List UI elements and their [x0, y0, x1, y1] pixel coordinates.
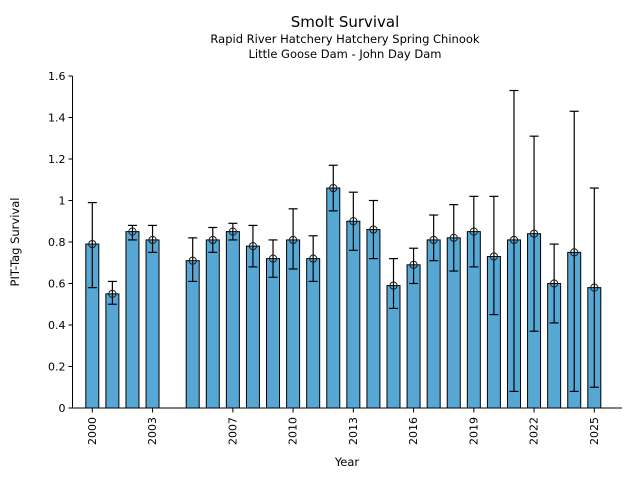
- y-tick-label: 0: [59, 402, 66, 415]
- y-tick-label: 0.8: [48, 236, 66, 249]
- marker-2003: [148, 235, 157, 245]
- chart-subtitle-line1: Rapid River Hatchery Hatchery Spring Chi…: [210, 32, 479, 46]
- marker-2020: [489, 252, 498, 261]
- marker-2014: [369, 225, 378, 234]
- marker-2018: [449, 233, 458, 242]
- marker-2007: [228, 227, 237, 236]
- marker-2015: [389, 281, 398, 290]
- x-tick-label: 2003: [146, 417, 159, 445]
- chart-title: Smolt Survival: [291, 13, 400, 31]
- y-tick-label: 1.6: [48, 70, 66, 83]
- y-tick-label: 0.6: [48, 277, 66, 290]
- y-tick-label: 0.2: [48, 360, 66, 373]
- x-tick-label: 2019: [467, 417, 480, 445]
- marker-2010: [289, 235, 298, 245]
- plot-marks: [85, 89, 602, 409]
- bar-2005: [185, 260, 200, 409]
- marker-2022: [529, 229, 539, 238]
- x-tick-label: 2025: [588, 417, 601, 445]
- marker-2005: [188, 256, 197, 265]
- x-tick-label: 2013: [347, 417, 360, 445]
- marker-2024: [570, 248, 579, 257]
- marker-2016: [409, 260, 418, 269]
- bar-2006: [205, 239, 220, 409]
- bar-2016: [406, 264, 421, 409]
- marker-2002: [128, 227, 137, 236]
- axes: 0 0.2 0.4 0.6 0.8 1 1.2 1.4 1.6 2000 2003 2007 2010 2…: [48, 70, 622, 445]
- y-tick-label: 1.2: [48, 153, 66, 166]
- y-tick-label: 1: [59, 194, 66, 207]
- bar-2008: [245, 245, 260, 409]
- marker-2021: [509, 235, 519, 245]
- bar-2009: [266, 258, 281, 409]
- marker-2008: [248, 242, 258, 251]
- marker-2012: [329, 183, 338, 193]
- chart-subtitle-line2: Little Goose Dam - John Day Dam: [249, 47, 442, 61]
- bar-2017: [426, 239, 441, 409]
- x-tick-label: 2016: [407, 417, 420, 445]
- marker-2025: [590, 283, 599, 292]
- y-tick-label: 1.4: [48, 111, 66, 124]
- x-tick-label: 2000: [86, 417, 99, 445]
- x-tick-label: 2010: [287, 417, 300, 445]
- marker-2019: [469, 227, 478, 236]
- bar-2012: [326, 187, 341, 409]
- x-tick-label: 2007: [226, 417, 239, 445]
- bar-2003: [145, 239, 160, 409]
- marker-2013: [349, 217, 358, 226]
- bar-2001: [105, 293, 120, 409]
- bar-2007: [225, 231, 240, 409]
- y-axis-label: PIT-Tag Survival: [8, 198, 22, 287]
- marker-2009: [268, 254, 278, 263]
- y-tick-label: 0.4: [48, 319, 66, 332]
- marker-2011: [309, 254, 318, 263]
- x-axis-label: Year: [334, 455, 360, 469]
- marker-2017: [429, 235, 438, 245]
- marker-2023: [550, 279, 559, 288]
- marker-2000: [88, 239, 97, 249]
- marker-2006: [208, 235, 217, 245]
- x-tick-label: 2022: [528, 417, 541, 445]
- marker-2001: [108, 289, 117, 298]
- bar-2002: [125, 231, 140, 409]
